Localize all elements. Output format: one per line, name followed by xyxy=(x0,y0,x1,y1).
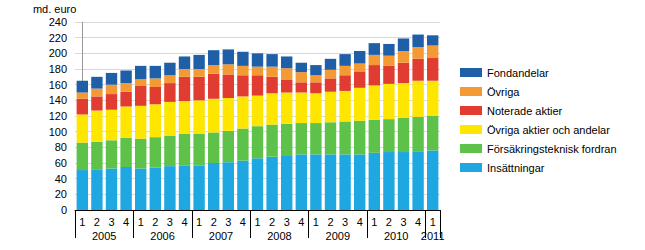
svg-text:2: 2 xyxy=(386,216,392,228)
svg-text:140: 140 xyxy=(49,94,67,106)
svg-text:4: 4 xyxy=(123,216,129,228)
svg-text:60: 60 xyxy=(55,157,67,169)
svg-text:md. euro: md. euro xyxy=(33,3,76,15)
svg-text:Försäkringsteknisk fordran: Försäkringsteknisk fordran xyxy=(487,143,617,155)
svg-text:220: 220 xyxy=(49,32,67,44)
svg-text:2: 2 xyxy=(211,216,217,228)
svg-text:100: 100 xyxy=(49,126,67,138)
svg-text:40: 40 xyxy=(55,173,67,185)
svg-text:180: 180 xyxy=(49,63,67,75)
svg-text:2005: 2005 xyxy=(92,230,116,242)
svg-text:2: 2 xyxy=(152,216,158,228)
svg-text:Fondandelar: Fondandelar xyxy=(487,67,549,79)
svg-text:Övriga aktier och andelar: Övriga aktier och andelar xyxy=(487,124,610,136)
svg-text:2007: 2007 xyxy=(209,230,233,242)
svg-text:4: 4 xyxy=(415,216,421,228)
svg-text:2011: 2011 xyxy=(421,230,445,242)
svg-text:3: 3 xyxy=(108,216,114,228)
svg-text:3: 3 xyxy=(400,216,406,228)
svg-text:1: 1 xyxy=(313,216,319,228)
svg-text:2: 2 xyxy=(269,216,275,228)
svg-text:1: 1 xyxy=(254,216,260,228)
svg-text:2: 2 xyxy=(94,216,100,228)
svg-text:3: 3 xyxy=(342,216,348,228)
svg-text:20: 20 xyxy=(55,188,67,200)
svg-text:1: 1 xyxy=(79,216,85,228)
svg-text:80: 80 xyxy=(55,141,67,153)
svg-text:Insättningar: Insättningar xyxy=(487,162,545,174)
svg-text:1: 1 xyxy=(138,216,144,228)
svg-text:1: 1 xyxy=(430,216,436,228)
svg-text:2: 2 xyxy=(327,216,333,228)
svg-text:1: 1 xyxy=(196,216,202,228)
svg-text:2009: 2009 xyxy=(326,230,350,242)
svg-text:4: 4 xyxy=(181,216,187,228)
svg-text:3: 3 xyxy=(225,216,231,228)
svg-text:120: 120 xyxy=(49,110,67,122)
svg-text:4: 4 xyxy=(298,216,304,228)
svg-text:Övriga: Övriga xyxy=(487,86,520,98)
svg-text:2008: 2008 xyxy=(267,230,291,242)
svg-text:2010: 2010 xyxy=(384,230,408,242)
svg-text:160: 160 xyxy=(49,79,67,91)
svg-text:3: 3 xyxy=(284,216,290,228)
svg-text:240: 240 xyxy=(49,16,67,28)
svg-text:Noterade aktier: Noterade aktier xyxy=(487,105,563,117)
svg-text:200: 200 xyxy=(49,47,67,59)
svg-text:4: 4 xyxy=(240,216,246,228)
svg-text:0: 0 xyxy=(61,204,67,216)
svg-text:3: 3 xyxy=(167,216,173,228)
svg-text:1: 1 xyxy=(371,216,377,228)
svg-text:4: 4 xyxy=(357,216,363,228)
svg-text:2006: 2006 xyxy=(150,230,174,242)
